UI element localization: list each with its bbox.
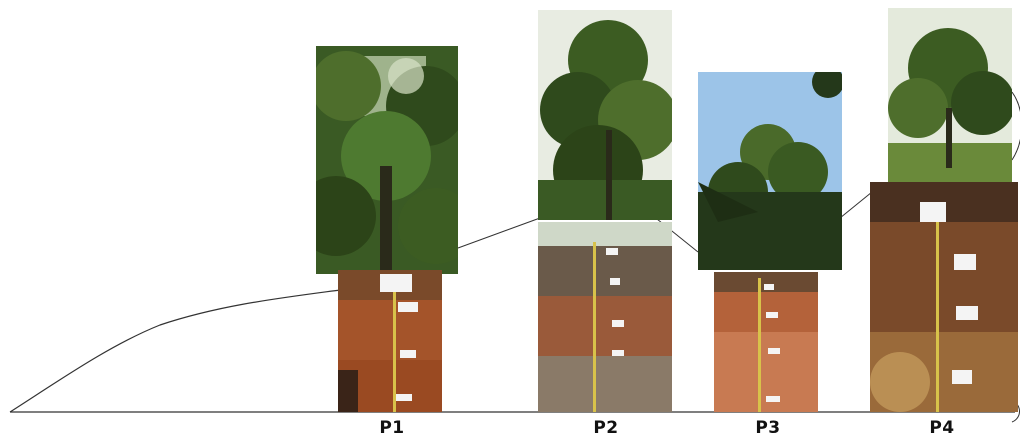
p2-tree-canopy-photo <box>538 10 672 220</box>
p1-tree-canopy-photo <box>316 46 458 274</box>
p3-soil-profile-photo <box>714 272 818 412</box>
p4-soil-profile-photo <box>870 182 1018 412</box>
profile-label-p3: P3 <box>755 418 781 438</box>
p3-tree-canopy-photo <box>698 72 842 270</box>
p4-tree-canopy-photo <box>888 8 1012 184</box>
p1-soil-profile-photo <box>338 270 442 412</box>
profile-label-p1: P1 <box>379 418 405 438</box>
profile-label-p4: P4 <box>929 418 955 438</box>
profile-label-p2: P2 <box>593 418 619 438</box>
p2-soil-profile-photo <box>538 222 672 412</box>
